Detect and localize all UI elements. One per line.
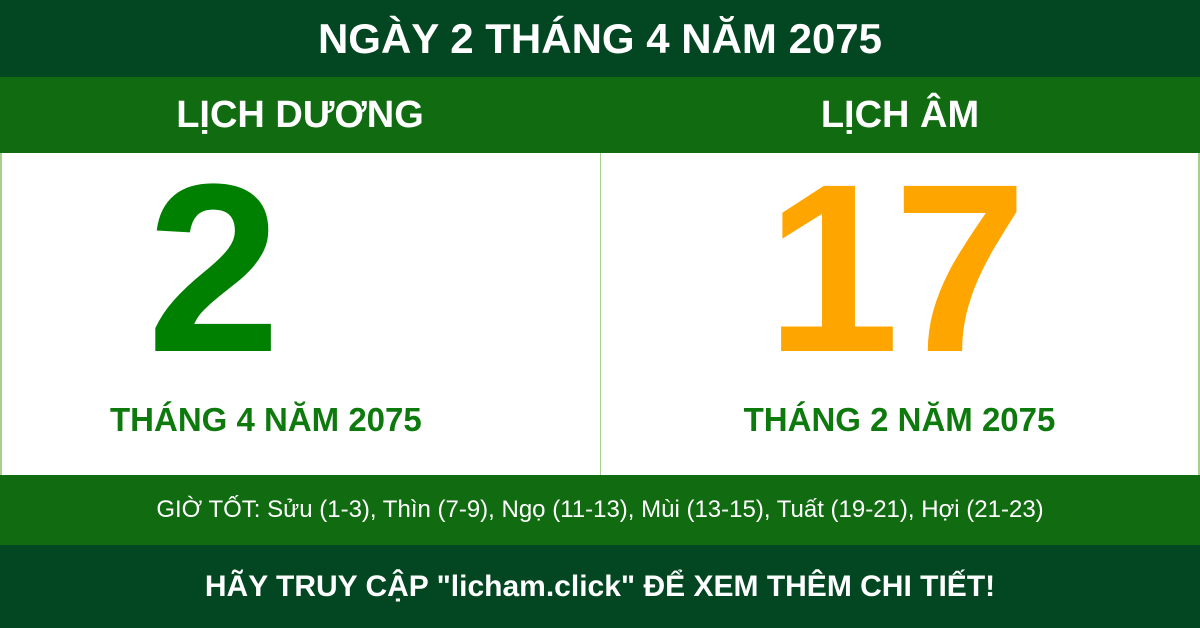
good-hours: GIỜ TỐT: Sửu (1-3), Thìn (7-9), Ngọ (11-…: [0, 475, 1200, 545]
lunar-day: 17: [766, 153, 1027, 402]
solar-month-year: THÁNG 4 NĂM 2075: [110, 401, 422, 438]
calendar-headings: LỊCH DƯƠNG LỊCH ÂM: [0, 77, 1200, 153]
page-title: NGÀY 2 THÁNG 4 NĂM 2075: [0, 0, 1200, 77]
solar-day: 2: [147, 153, 281, 402]
footer-cta: HÃY TRUY CẬP "licham.click" ĐỂ XEM THÊM …: [0, 545, 1200, 628]
solar-panel: 2 THÁNG 4 NĂM 2075: [0, 153, 600, 475]
solar-heading: LỊCH DƯƠNG: [176, 93, 424, 136]
lunar-panel: 17 THÁNG 2 NĂM 2075: [600, 153, 1200, 475]
lunar-month-year: THÁNG 2 NĂM 2075: [743, 401, 1056, 438]
lunar-heading: LỊCH ÂM: [820, 93, 980, 136]
